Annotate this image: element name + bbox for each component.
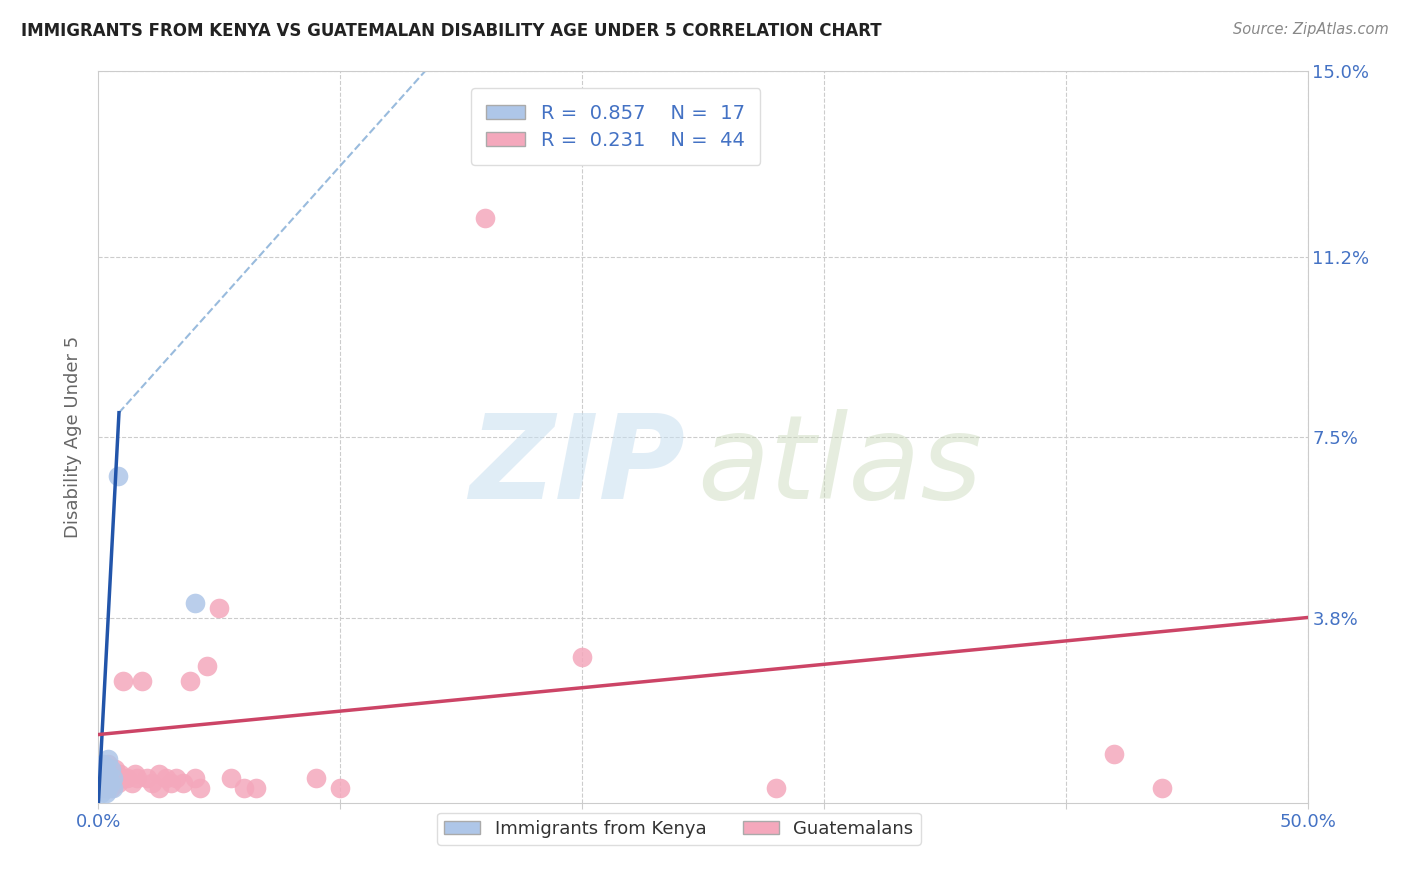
Point xyxy=(107,469,129,483)
Point xyxy=(188,781,211,796)
Text: Source: ZipAtlas.com: Source: ZipAtlas.com xyxy=(1233,22,1389,37)
Point xyxy=(208,600,231,615)
Point xyxy=(148,781,170,796)
Point xyxy=(94,776,117,790)
Point xyxy=(94,776,117,790)
Point xyxy=(195,659,218,673)
Point xyxy=(221,772,243,786)
Point xyxy=(141,776,163,790)
Point xyxy=(172,776,194,790)
Point xyxy=(90,762,112,776)
Point xyxy=(97,766,120,780)
Point xyxy=(165,772,187,786)
Point xyxy=(107,776,129,790)
Point xyxy=(148,766,170,780)
Point xyxy=(94,786,117,800)
Point xyxy=(135,772,157,786)
Point xyxy=(111,673,134,688)
Point xyxy=(97,756,120,771)
Point xyxy=(97,772,120,786)
Point xyxy=(101,776,124,790)
Point xyxy=(94,762,117,776)
Point xyxy=(94,766,117,780)
Point xyxy=(305,772,328,786)
Y-axis label: Disability Age Under 5: Disability Age Under 5 xyxy=(65,336,83,538)
Point xyxy=(232,781,254,796)
Point xyxy=(90,786,112,800)
Point xyxy=(91,781,114,796)
Point xyxy=(91,766,114,780)
Point xyxy=(101,781,124,796)
Legend: Immigrants from Kenya, Guatemalans: Immigrants from Kenya, Guatemalans xyxy=(437,813,921,845)
Point xyxy=(160,776,183,790)
Point xyxy=(131,673,153,688)
Point xyxy=(245,781,267,796)
Point xyxy=(474,211,496,225)
Point xyxy=(184,772,207,786)
Point xyxy=(1152,781,1174,796)
Text: atlas: atlas xyxy=(697,409,981,524)
Point xyxy=(127,772,149,786)
Point xyxy=(179,673,201,688)
Point xyxy=(91,756,114,771)
Point xyxy=(104,762,127,776)
Point xyxy=(124,766,146,780)
Point xyxy=(97,752,120,766)
Point xyxy=(90,772,112,786)
Point xyxy=(184,596,207,610)
Point xyxy=(90,772,112,786)
Text: IMMIGRANTS FROM KENYA VS GUATEMALAN DISABILITY AGE UNDER 5 CORRELATION CHART: IMMIGRANTS FROM KENYA VS GUATEMALAN DISA… xyxy=(21,22,882,40)
Point xyxy=(97,781,120,796)
Point xyxy=(117,772,139,786)
Point xyxy=(104,772,127,786)
Point xyxy=(100,776,122,790)
Point xyxy=(121,776,143,790)
Point xyxy=(571,649,593,664)
Point xyxy=(100,766,122,780)
Text: ZIP: ZIP xyxy=(468,409,685,524)
Point xyxy=(108,766,131,780)
Point xyxy=(101,772,124,786)
Point xyxy=(765,781,787,796)
Point xyxy=(100,781,122,796)
Point xyxy=(100,762,122,776)
Point xyxy=(111,772,134,786)
Point xyxy=(1102,747,1125,761)
Point xyxy=(329,781,352,796)
Point xyxy=(91,781,114,796)
Point xyxy=(155,772,177,786)
